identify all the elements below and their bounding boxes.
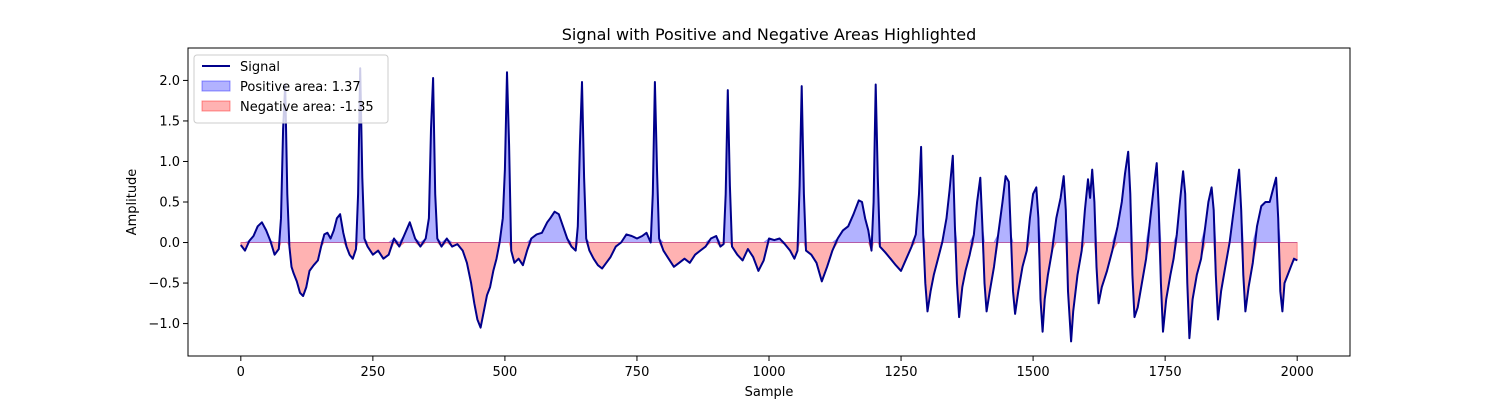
legend-positive-swatch [201,80,231,92]
y-tick-label: 2.0 [159,74,180,89]
legend-negative-label: Negative area: -1.35 [240,100,374,115]
x-tick-label: 750 [625,365,650,380]
x-tick-label: 500 [492,365,517,380]
legend-negative-swatch [201,100,231,112]
legend-box [193,54,389,124]
y-tick-label: 1.5 [159,114,180,129]
y-axis-label: Amplitude [125,169,140,236]
y-tick-label: 1.0 [159,155,180,170]
x-tick-label: 0 [237,365,245,380]
legend-positive-label: Positive area: 1.37 [240,80,361,95]
y-tick-label: −0.5 [148,277,180,292]
legend: Signal Positive area: 1.37 Negative area… [193,54,389,124]
chart-title: Signal with Positive and Negative Areas … [562,25,977,44]
x-axis-label: Sample [745,385,794,400]
line-layer [240,67,1298,343]
x-tick-label: 250 [360,365,385,380]
x-axis: 0 250 500 750 1000 1250 1500 1750 2000 [237,356,1314,380]
x-tick-label: 2000 [1281,365,1314,380]
signal-line [240,67,1298,343]
plot-area [187,47,1351,357]
y-tick-label: 0.5 [159,196,180,211]
y-tick-label: 0.0 [159,236,180,251]
x-tick-label: 1250 [884,365,917,380]
y-axis: −1.0 −0.5 0.0 0.5 1.0 1.5 2.0 [148,74,188,332]
x-tick-label: 1750 [1149,365,1182,380]
x-tick-label: 1000 [752,365,785,380]
x-tick-label: 1500 [1017,365,1050,380]
y-tick-label: −1.0 [148,317,180,332]
legend-signal-label: Signal [240,60,280,75]
